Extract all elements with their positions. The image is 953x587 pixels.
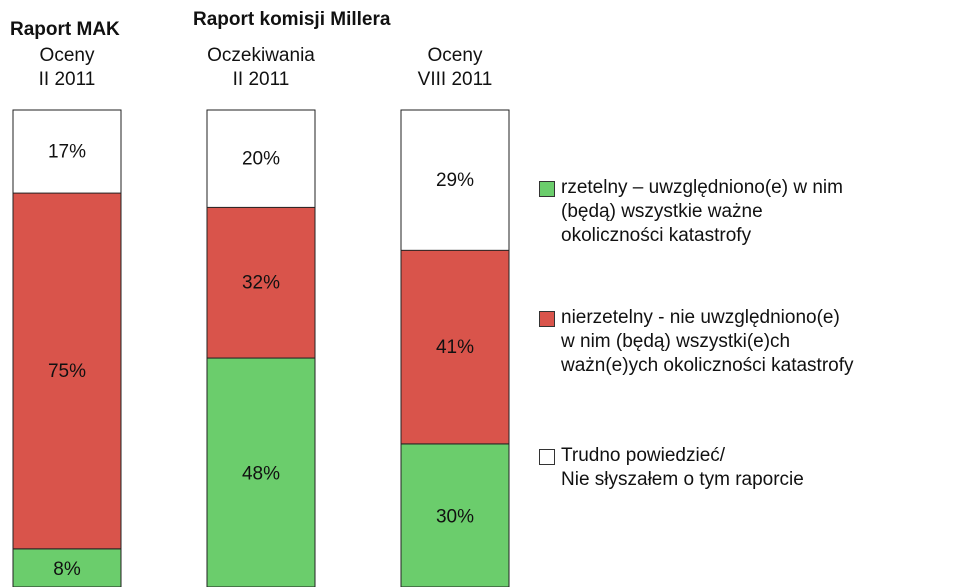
bar-segment (206, 204, 316, 359)
value-label: 29% (436, 170, 474, 191)
value-label: 32% (242, 273, 280, 294)
x-tick-label: Oceny VIII 2011 (417, 45, 493, 90)
value-label: 48% (242, 464, 280, 485)
value-label: 75% (48, 361, 86, 382)
bar-segment (12, 109, 122, 194)
value-label: 41% (436, 337, 474, 358)
bar-segment (400, 443, 510, 587)
bar-segment (400, 109, 510, 251)
group-title: Raport komisji Millera (193, 9, 391, 30)
bar-segment (206, 109, 316, 208)
legend-swatch (539, 181, 555, 197)
legend-swatch (539, 311, 555, 327)
legend-swatch (539, 449, 555, 465)
x-tick-label: Oceny II 2011 (38, 45, 96, 90)
legend-label: Trudno powiedzieć/ Nie słyszałem o tym r… (561, 445, 804, 490)
bar-segment (12, 190, 122, 550)
bar-segment (206, 357, 316, 587)
value-label: 17% (48, 142, 86, 163)
value-label: 30% (436, 506, 474, 527)
legend-label: rzetelny – uwzględniono(e) w nim (będą) … (561, 177, 843, 246)
x-tick-label: Oczekiwania II 2011 (207, 45, 315, 90)
group-title: Raport MAK (10, 19, 120, 40)
legend-label: nierzetelny - nie uwzględniono(e) w nim … (561, 307, 854, 376)
bar-segment (12, 548, 122, 587)
value-label: 20% (242, 149, 280, 170)
value-label: 8% (53, 559, 81, 580)
